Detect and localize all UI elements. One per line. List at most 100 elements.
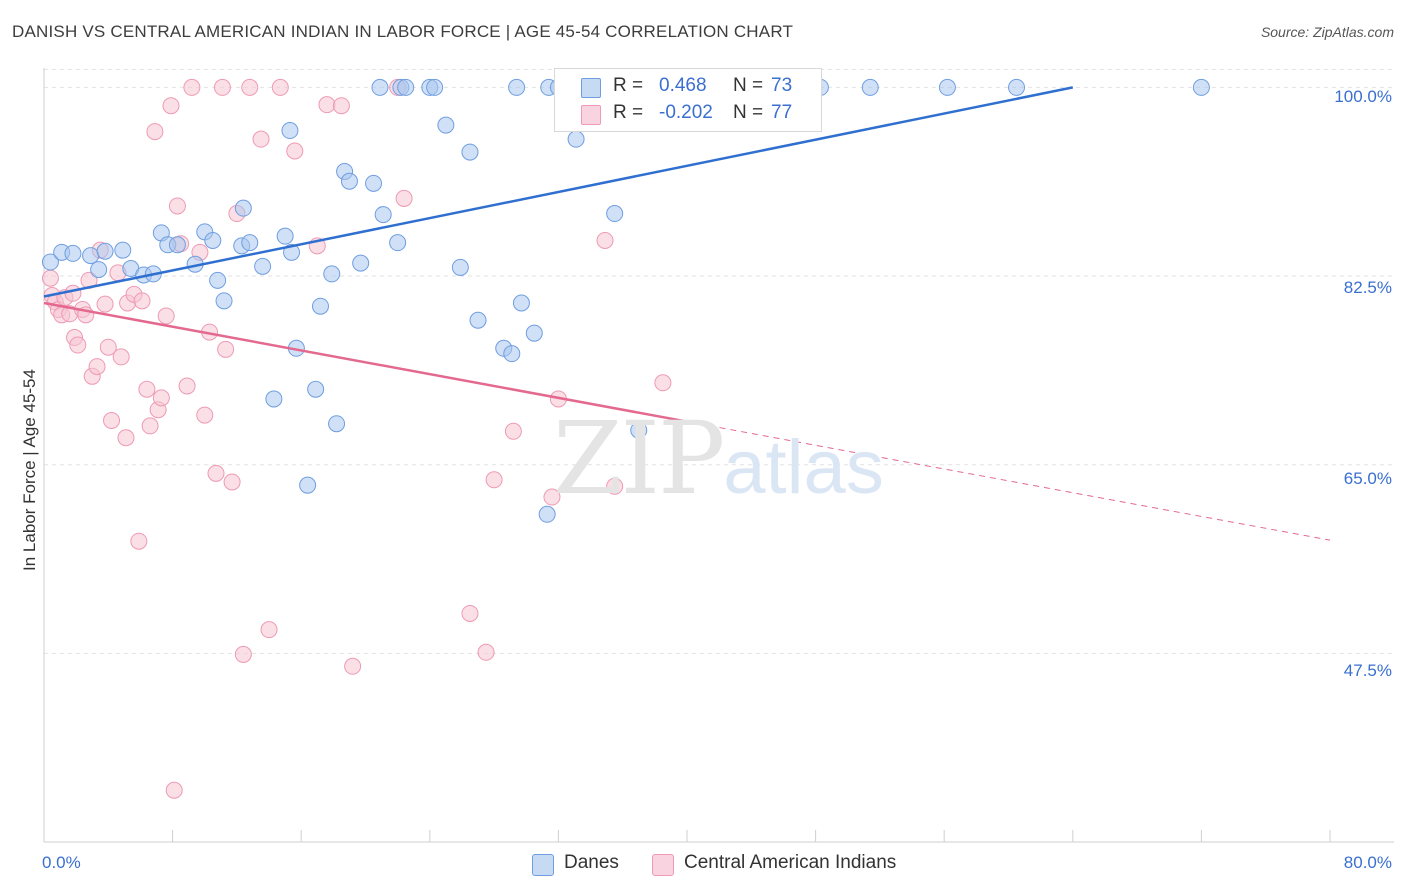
cai-point — [69, 336, 87, 354]
cai-point — [178, 377, 196, 395]
cai-point — [196, 406, 214, 424]
cai-n-value: 77 — [771, 102, 793, 123]
danes-point — [938, 78, 956, 96]
cai-point — [88, 358, 106, 376]
cai-point — [234, 645, 252, 663]
danes-point — [311, 297, 329, 315]
cai-trend-extension — [686, 421, 1331, 541]
danes-point — [215, 292, 233, 310]
cai-point — [252, 130, 270, 148]
danes-point — [96, 242, 114, 260]
danes-point — [352, 254, 370, 272]
danes-point — [426, 78, 444, 96]
cai-point — [157, 307, 175, 325]
danes-point — [461, 143, 479, 161]
cai-point — [260, 621, 278, 639]
watermark: ZIPatlas — [553, 400, 884, 517]
danes-point — [209, 271, 227, 289]
danes-point — [328, 415, 346, 433]
cai-r-label: R = — [613, 102, 644, 123]
cai-point — [217, 340, 235, 358]
cai-point — [344, 657, 362, 675]
danes-point — [1008, 78, 1026, 96]
danes-point — [525, 324, 543, 342]
grid-lines — [44, 68, 1394, 654]
cai-point — [271, 78, 289, 96]
cai-point — [141, 417, 159, 435]
cai-point — [543, 488, 561, 506]
danes-point — [508, 78, 526, 96]
cai-legend-swatch — [652, 854, 674, 876]
danes-point — [340, 172, 358, 190]
danes-point — [281, 122, 299, 140]
watermark-zip: ZIP — [553, 400, 725, 517]
danes-point — [114, 241, 132, 259]
trend-lines — [43, 86, 1331, 541]
cai-point — [146, 123, 164, 141]
cai-point — [485, 471, 503, 489]
danes-point — [41, 253, 59, 271]
danes-point — [241, 234, 259, 252]
danes-series — [41, 78, 1210, 523]
cai-point — [654, 374, 672, 392]
cai-point — [318, 96, 336, 114]
danes-swatch — [581, 78, 601, 98]
danes-n-label: N = — [733, 75, 764, 96]
danes-r-label: R = — [613, 75, 644, 96]
danes-point — [283, 243, 301, 261]
cai-swatch — [581, 105, 601, 125]
cai-point — [596, 231, 614, 249]
danes-r-value: 0.468 — [659, 75, 707, 96]
cai-point — [461, 604, 479, 622]
danes-point — [389, 234, 407, 252]
cai-point — [332, 97, 350, 115]
cai-legend-label: Central American Indians — [684, 852, 897, 873]
watermark-atlas: atlas — [723, 425, 884, 510]
x-tick-label-min: 0.0% — [42, 853, 81, 872]
axes — [43, 68, 1394, 843]
danes-point — [234, 199, 252, 217]
cai-point — [606, 477, 624, 495]
danes-point — [538, 505, 556, 523]
danes-point — [437, 116, 455, 134]
danes-point — [371, 78, 389, 96]
y-tick-label: 47.5% — [1343, 661, 1392, 680]
danes-point — [374, 206, 392, 224]
cai-point — [99, 338, 117, 356]
danes-point — [299, 476, 317, 494]
cai-point — [395, 189, 413, 207]
cai-point — [207, 464, 225, 482]
danes-point — [630, 421, 648, 439]
danes-point — [503, 345, 521, 363]
cai-point — [103, 412, 121, 430]
danes-point — [307, 380, 325, 398]
cai-point — [162, 97, 180, 115]
cai-n-label: N = — [733, 102, 764, 123]
danes-legend-label: Danes — [564, 852, 619, 873]
danes-point — [512, 294, 530, 312]
y-axis-label: In Labor Force | Age 45-54 — [20, 369, 39, 571]
danes-point — [168, 236, 186, 254]
central-american-indians-series — [41, 78, 672, 799]
cai-point — [96, 295, 114, 313]
danes-point — [1192, 78, 1210, 96]
danes-point — [861, 78, 879, 96]
danes-point — [265, 390, 283, 408]
y-tick-label: 82.5% — [1343, 278, 1392, 297]
cai-point — [138, 380, 156, 398]
y-tick-label: 100.0% — [1334, 87, 1392, 106]
cai-point — [223, 473, 241, 491]
danes-point — [567, 130, 585, 148]
danes-point — [365, 174, 383, 192]
cai-r-value: -0.202 — [659, 102, 713, 123]
cai-point — [477, 643, 495, 661]
danes-legend-swatch — [532, 854, 554, 876]
danes-point — [323, 265, 341, 283]
danes-point — [82, 247, 100, 265]
stats-legend: R = 0.468 N = 73 R = -0.202 N = 77 — [554, 68, 822, 132]
cai-point — [168, 197, 186, 215]
cai-point — [152, 389, 170, 407]
cai-point — [112, 348, 130, 366]
cai-point — [183, 78, 201, 96]
